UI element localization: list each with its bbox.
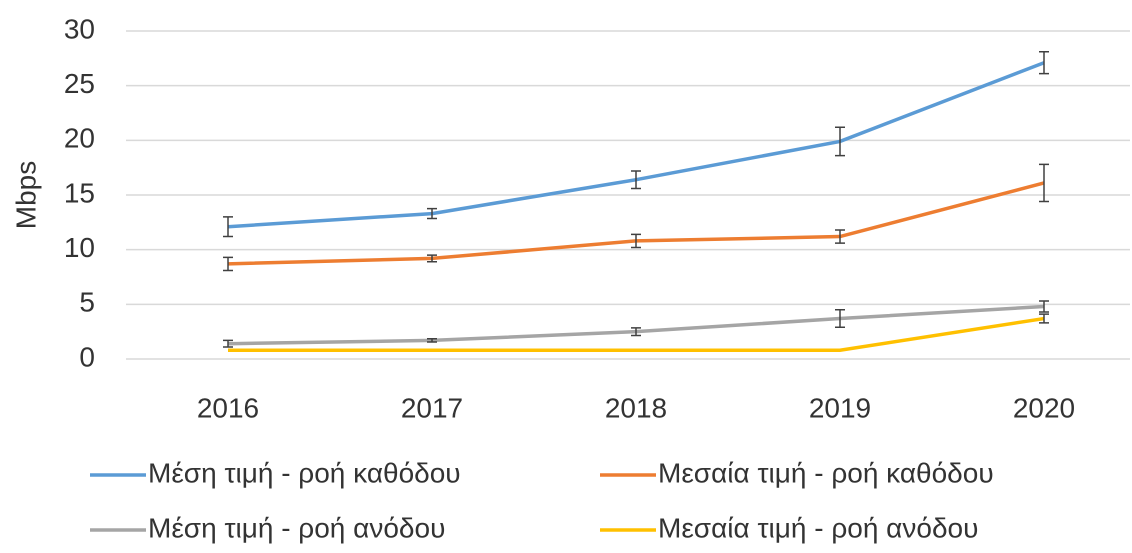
x-tick-label: 2018 bbox=[605, 392, 667, 423]
y-tick-label: 20 bbox=[64, 123, 95, 154]
error-bar bbox=[427, 338, 437, 343]
error-bar bbox=[427, 207, 437, 220]
x-tick-label: 2019 bbox=[809, 392, 871, 423]
error-bar bbox=[835, 126, 845, 157]
legend-label: Μεσαία τιμή - ροή καθόδου bbox=[658, 457, 994, 488]
y-tick-label: 0 bbox=[79, 341, 95, 372]
y-tick-label: 5 bbox=[79, 287, 95, 318]
y-axis-label: Mbps bbox=[10, 161, 41, 229]
error-bar bbox=[1039, 51, 1049, 75]
error-bar bbox=[1039, 313, 1049, 324]
x-tick-label: 2017 bbox=[401, 392, 463, 423]
error-bar bbox=[223, 216, 233, 238]
error-bar bbox=[631, 233, 641, 249]
y-tick-label: 15 bbox=[64, 177, 95, 208]
legend-label: Μεσαία τιμή - ροή ανόδου bbox=[658, 512, 978, 543]
error-bar bbox=[223, 339, 233, 348]
legend-label: Μέση τιμή - ροή καθόδου bbox=[148, 457, 461, 488]
y-tick-label: 25 bbox=[64, 68, 95, 99]
x-tick-label: 2020 bbox=[1013, 392, 1075, 423]
error-bar bbox=[1039, 163, 1049, 203]
error-bar bbox=[223, 256, 233, 272]
series-line bbox=[227, 61, 1045, 229]
error-bar bbox=[631, 327, 641, 337]
y-tick-label: 10 bbox=[64, 232, 95, 263]
legend-label: Μέση τιμή - ροή ανόδου bbox=[148, 512, 445, 543]
error-bar bbox=[631, 170, 641, 190]
error-bar bbox=[835, 229, 845, 244]
error-bar bbox=[1039, 300, 1049, 313]
error-bar bbox=[835, 309, 845, 329]
y-tick-label: 30 bbox=[64, 13, 95, 44]
series-line bbox=[228, 316, 1045, 353]
x-tick-label: 2016 bbox=[197, 392, 259, 423]
error-bar bbox=[427, 254, 437, 263]
